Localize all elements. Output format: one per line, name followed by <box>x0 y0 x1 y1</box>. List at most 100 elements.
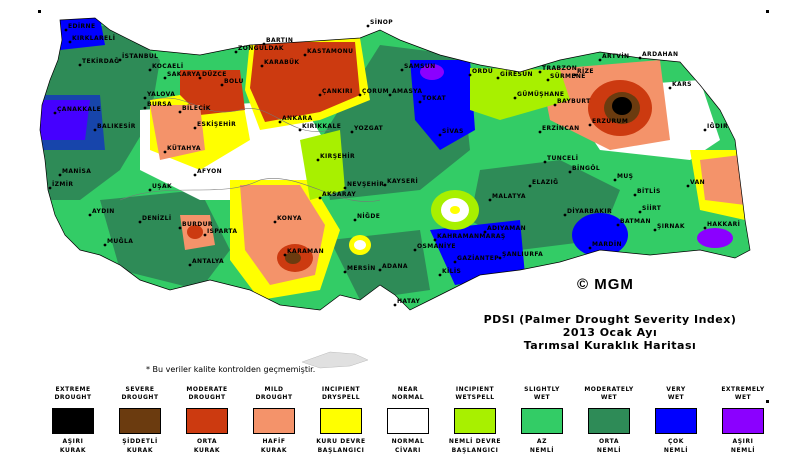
city-marker <box>496 76 500 80</box>
city-label: BİNGÖL <box>572 165 600 172</box>
city-marker <box>633 193 637 197</box>
city-label: MANİSA <box>62 168 91 175</box>
city-label: SİVAS <box>442 128 464 135</box>
map-regions <box>40 18 750 310</box>
city-marker <box>178 226 182 230</box>
city-label: KAHRAMANMARAŞ <box>437 233 506 240</box>
legend-swatch <box>119 408 161 434</box>
city-marker <box>148 68 152 72</box>
city-marker <box>203 233 207 237</box>
city-marker <box>573 73 577 77</box>
legend-item: MILD DROUGHT HAFİF KURAK <box>241 386 307 455</box>
city-label: NEVŞEHİR <box>347 181 384 188</box>
city-label: SAKARYA <box>167 71 201 78</box>
city-marker <box>613 178 617 182</box>
city-marker <box>343 186 347 190</box>
city-marker <box>366 24 370 28</box>
city-marker <box>638 56 642 60</box>
legend-label-en: EXTREME DROUGHT <box>54 386 92 401</box>
city-label: BİLECİK <box>182 105 211 112</box>
city-label: ISPARTA <box>207 228 237 235</box>
legend-swatch <box>253 408 295 434</box>
legend-label-tr: ŞİDDETLİ KURAK <box>122 438 158 454</box>
legend-swatch <box>454 408 496 434</box>
city-label: KASTAMONU <box>307 48 353 55</box>
quality-note: * Bu veriler kalite kontrolden geçmemişt… <box>146 365 316 374</box>
city-marker <box>616 223 620 227</box>
country-border <box>39 17 751 311</box>
legend-label-tr: AŞIRI KURAK <box>59 438 87 454</box>
legend-label-tr: ORTA NEMLİ <box>596 438 622 454</box>
city-marker <box>318 196 322 200</box>
city-label: TRABZON <box>542 65 577 72</box>
city-label: ADANA <box>382 263 408 270</box>
city-label: ÇANKIRI <box>322 88 353 95</box>
legend-swatch <box>588 408 630 434</box>
city-label: BURSA <box>147 101 172 108</box>
city-label: UŞAK <box>152 183 172 190</box>
city-label: BOLU <box>224 78 244 85</box>
copyright-label: © MGM <box>577 276 634 293</box>
city-marker <box>278 120 282 124</box>
city-label: TEKİRDAĞ <box>82 58 119 65</box>
corner-marker <box>38 10 41 13</box>
contour-line <box>149 97 331 132</box>
city-marker <box>528 184 532 188</box>
legend-label-tr: AZ NEMLİ <box>529 438 555 454</box>
city-label: AMASYA <box>392 88 422 95</box>
city-label: ELAZIĞ <box>532 179 558 186</box>
city-label: ŞIRNAK <box>657 223 685 230</box>
city-marker <box>358 93 362 97</box>
city-label: AKSARAY <box>322 191 356 198</box>
city-marker <box>498 256 502 260</box>
city-label: BATMAN <box>620 218 651 225</box>
city-marker <box>88 213 92 217</box>
legend-label-en: NEAR NORMAL <box>391 386 425 401</box>
city-marker <box>193 126 197 130</box>
city-marker <box>538 70 542 74</box>
city-marker <box>78 63 82 67</box>
city-label: GÜMÜŞHANE <box>517 91 564 98</box>
city-marker <box>383 183 387 187</box>
city-label: KONYA <box>277 215 302 222</box>
legend-item: NEAR NORMAL NORMAL CİVARI <box>375 386 441 455</box>
city-marker <box>453 260 457 264</box>
city-marker <box>316 158 320 162</box>
legend-label-en: MODERATE DROUGHT <box>186 386 228 401</box>
city-label: SİİRT <box>642 205 662 212</box>
city-marker <box>418 100 422 104</box>
city-label: KOCAELİ <box>152 63 183 70</box>
city-label: IĞDIR <box>707 123 728 130</box>
city-label: OSMANİYE <box>417 243 456 250</box>
city-marker <box>400 68 404 72</box>
city-label: ARDAHAN <box>642 51 678 58</box>
legend-label-tr: AŞIRI NEMLİ <box>730 438 756 454</box>
legend-label-en: SLIGHTLY WET <box>524 386 560 401</box>
city-marker <box>438 133 442 137</box>
legend-label-tr: ÇOK NEMLİ <box>663 438 689 454</box>
city-marker <box>353 218 357 222</box>
city-marker <box>262 42 266 46</box>
legend-label-en: EXTREMELY WET <box>721 386 765 401</box>
city-label: RİZE <box>577 68 594 75</box>
legend-label-tr: ORTA KURAK <box>193 438 221 454</box>
city-label: KARAMAN <box>287 248 324 255</box>
city-marker <box>298 128 302 132</box>
city-marker <box>703 226 707 230</box>
city-label: YOZGAT <box>353 125 384 132</box>
city-marker <box>588 246 592 250</box>
city-marker <box>68 40 72 44</box>
city-label: SİNOP <box>370 19 393 26</box>
legend-item: SLIGHTLY WET AZ NEMLİ <box>509 386 575 455</box>
city-label: AFYON <box>197 168 222 175</box>
city-label: KAYSERİ <box>387 178 418 185</box>
legend-label-tr: NEMLİ DEVRE BAŞLANGICI <box>448 438 502 454</box>
city-label: AYDIN <box>92 208 115 215</box>
city-marker <box>143 96 147 100</box>
legend-label-en: VERY WET <box>666 386 686 401</box>
city-labels: EDİRNEKIRKLARELİTEKİRDAĞİSTANBULKOCAELİS… <box>48 19 740 307</box>
city-label: ERZURUM <box>592 118 628 125</box>
city-marker <box>468 73 472 77</box>
city-label: HATAY <box>397 298 420 305</box>
city-label: ÇANAKKALE <box>57 106 101 113</box>
